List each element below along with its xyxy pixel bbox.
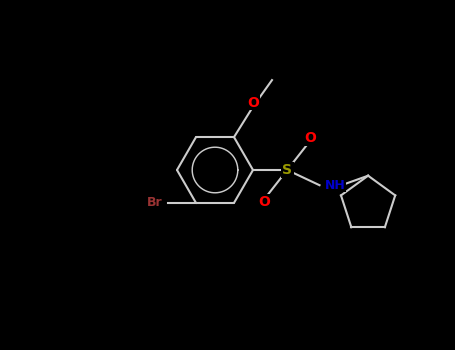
Text: O: O: [304, 131, 316, 145]
Text: O: O: [247, 96, 259, 110]
Text: O: O: [258, 195, 270, 209]
Text: S: S: [282, 163, 292, 177]
Text: Br: Br: [147, 196, 163, 209]
Text: NH: NH: [324, 179, 345, 192]
